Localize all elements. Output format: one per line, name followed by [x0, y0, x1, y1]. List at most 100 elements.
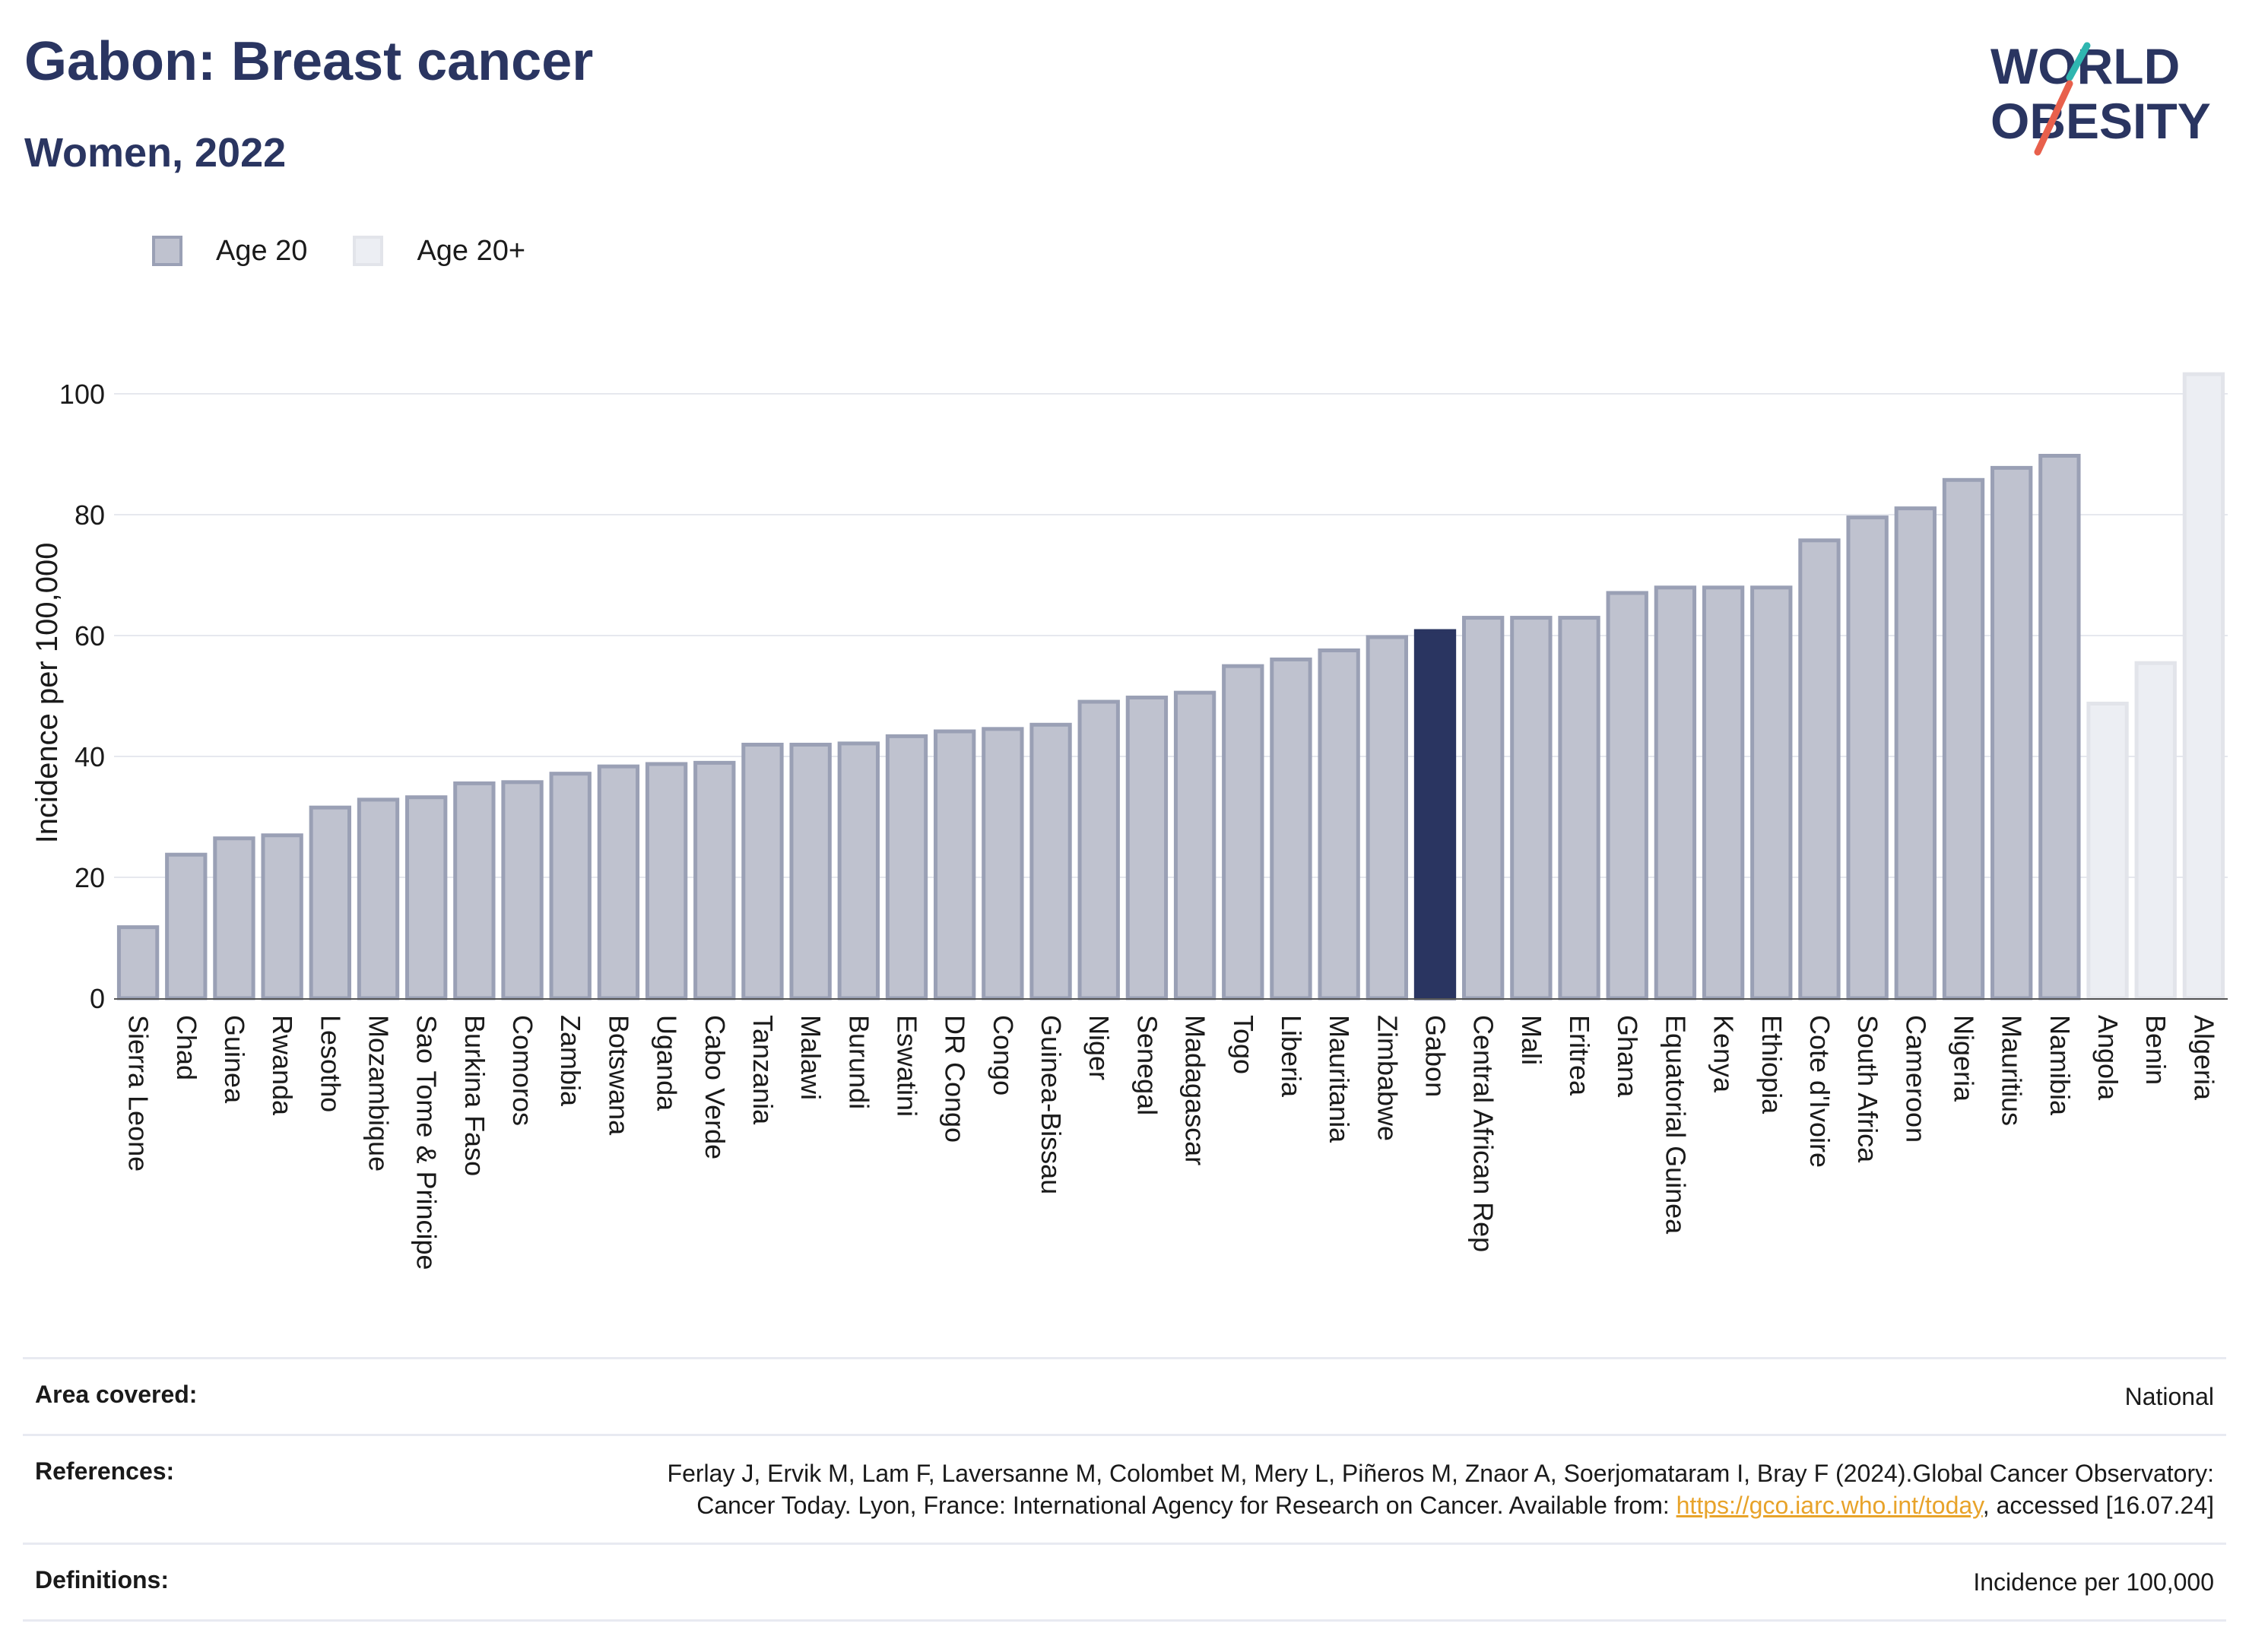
bar — [645, 762, 688, 1000]
bar — [1222, 664, 1264, 1000]
x-tick-label: Mauritania — [1324, 1015, 1355, 1143]
bar — [549, 772, 592, 1000]
legend-label-age20plus: Age 20+ — [417, 234, 526, 267]
bar — [1990, 465, 2033, 1000]
x-tick-label: Equatorial Guinea — [1660, 1015, 1691, 1235]
bar — [693, 760, 736, 1000]
y-tick-label: 40 — [75, 741, 105, 772]
bar — [934, 729, 976, 1000]
references-link[interactable]: https://gco.iarc.who.int/today — [1676, 1492, 1983, 1519]
bar — [1029, 722, 1072, 1000]
bar — [2182, 372, 2225, 1000]
x-tick-label: Mozambique — [363, 1015, 395, 1172]
bar — [1558, 616, 1600, 1000]
x-tick-label: Zimbabwe — [1372, 1015, 1403, 1141]
x-tick-label: Rwanda — [267, 1015, 298, 1116]
x-tick-label: Comoros — [507, 1015, 538, 1126]
x-tick-label: Togo — [1228, 1015, 1259, 1074]
bar — [1798, 538, 1841, 1000]
bar-chart: 0 20 40 60 80 100 Incidence per 100,000 Sierra … — [30, 372, 2228, 1270]
footer-table: Area covered: National References: Ferla… — [23, 1357, 2226, 1622]
x-tick-label: Liberia — [1276, 1015, 1307, 1098]
logo-slash-teal — [2066, 42, 2091, 81]
references-label: References: — [35, 1457, 175, 1485]
x-tick-label: Guinea — [219, 1015, 250, 1104]
x-tick-label: Ethiopia — [1756, 1015, 1787, 1115]
x-tick-label: Burkina Faso — [459, 1015, 490, 1176]
legend-item-age20plus[interactable]: Age 20+ — [353, 235, 525, 268]
chart-title: Gabon: Breast cancer — [24, 31, 594, 92]
bar-highlight — [1413, 629, 1457, 1000]
bar — [1125, 696, 1169, 1000]
bar — [885, 734, 928, 1000]
x-tick-label: Zambia — [555, 1015, 586, 1107]
bar — [357, 797, 400, 1000]
logo-slash-red — [2034, 80, 2073, 156]
bar — [789, 743, 832, 1000]
bar — [1846, 515, 1889, 1000]
x-tick-label: Mauritius — [1997, 1015, 2028, 1126]
bar — [1270, 657, 1312, 1000]
bar — [1702, 585, 1745, 1000]
bar — [1654, 585, 1697, 1000]
bar — [741, 743, 784, 1000]
legend-swatch-age20plus — [353, 236, 384, 266]
bar — [597, 764, 640, 1000]
y-tick-label: 80 — [75, 499, 105, 531]
x-tick-label: Botswana — [603, 1015, 634, 1136]
x-tick-label: Lesotho — [315, 1015, 346, 1112]
bar — [1606, 591, 1648, 1000]
bar — [2038, 454, 2081, 1000]
bar — [837, 741, 880, 1000]
legend-item-age20[interactable]: Age 20 — [152, 235, 307, 268]
x-tick-label: Sierra Leone — [123, 1015, 154, 1172]
x-tick-label: Eswatini — [892, 1015, 923, 1117]
bar — [116, 925, 160, 1000]
area-label: Area covered: — [35, 1381, 198, 1408]
bar — [1366, 635, 1408, 1000]
x-tick-label: Cabo Verde — [699, 1015, 731, 1159]
x-tick-label: Angola — [2092, 1015, 2124, 1101]
definitions-label: Definitions: — [35, 1566, 169, 1593]
bar — [405, 795, 448, 1000]
bar — [1942, 477, 1985, 1000]
x-tick-label: Madagascar — [1180, 1015, 1211, 1165]
x-tick-label: Tanzania — [747, 1015, 779, 1125]
chart-subtitle: Women, 2022 — [24, 130, 287, 176]
x-tick-label: Benin — [2140, 1015, 2171, 1085]
x-tick-label: Congo — [988, 1015, 1019, 1096]
x-tick-label: Ghana — [1612, 1015, 1643, 1098]
legend: Age 20 Age 20+ — [152, 228, 571, 274]
bar — [165, 852, 208, 1000]
y-tick-label: 100 — [59, 379, 105, 410]
bar — [1750, 585, 1793, 1000]
x-tick-label: Burundi — [843, 1015, 874, 1109]
x-tick-label: Guinea-Bissau — [1036, 1015, 1067, 1194]
bar — [2086, 701, 2129, 1000]
references-value: Ferlay J, Ervik M, Lam F, Laversanne M, … — [617, 1457, 2214, 1521]
bar — [453, 781, 496, 1000]
logo-line-2: OBESITY — [1990, 93, 2211, 149]
x-tick-label: Malawi — [795, 1015, 826, 1100]
bar — [1173, 690, 1216, 1000]
bar — [982, 727, 1024, 1000]
bar — [1318, 648, 1360, 1000]
footer-row-references: References: Ferlay J, Ervik M, Lam F, La… — [23, 1434, 2226, 1543]
y-tick-label: 60 — [75, 620, 105, 652]
references-text-1: Ferlay J, Ervik M, Lam F, Laversanne M, … — [667, 1460, 2214, 1519]
x-tick-label: Mali — [1516, 1015, 1547, 1065]
bar — [213, 836, 255, 1000]
y-axis-label: Incidence per 100,000 — [30, 543, 64, 844]
bar — [1510, 616, 1553, 1000]
world-obesity-logo: WORLD OBESITY — [1990, 38, 2211, 156]
x-tick-label: Algeria — [2188, 1015, 2219, 1101]
footer-row-area: Area covered: National — [23, 1357, 2226, 1434]
x-tick-label: Niger — [1083, 1015, 1115, 1080]
footer-row-definitions: Definitions: Incidence per 100,000 — [23, 1543, 2226, 1622]
x-tick-label: Cote d'Ivoire — [1804, 1015, 1835, 1168]
legend-swatch-age20 — [152, 236, 182, 266]
bar — [501, 780, 544, 1000]
x-tick-label: Eritrea — [1564, 1015, 1595, 1096]
x-tick-label: DR Congo — [940, 1015, 971, 1143]
bar — [1462, 616, 1505, 1000]
